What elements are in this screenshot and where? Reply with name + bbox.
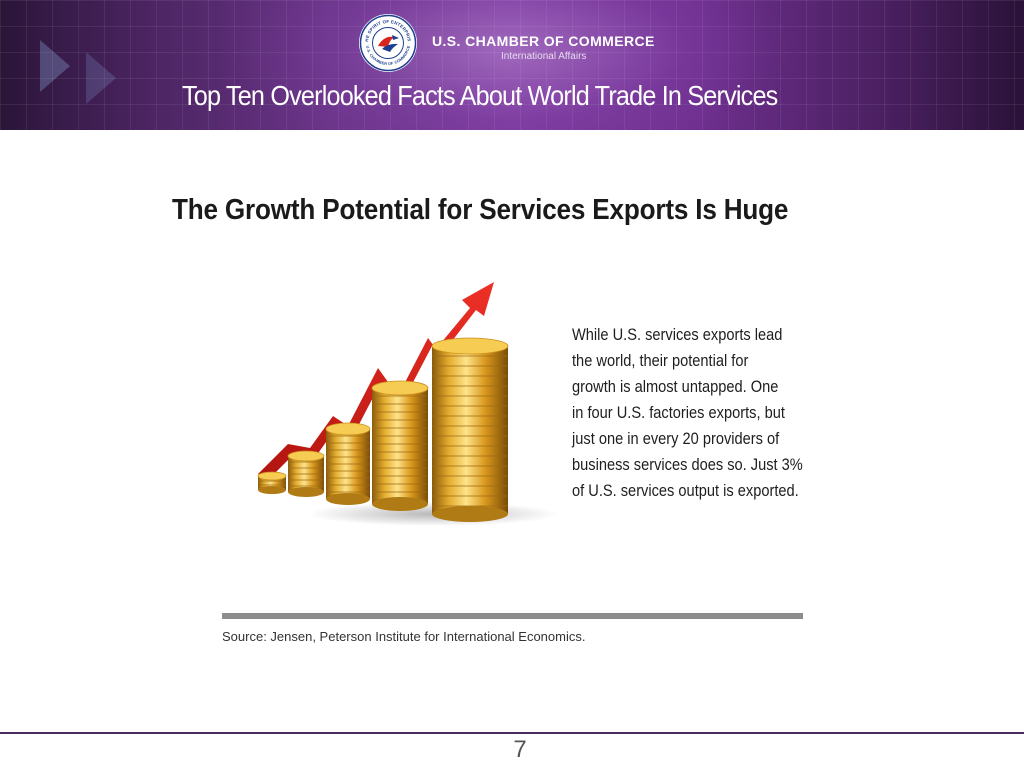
rising-coin-stacks-illustration (257, 282, 558, 526)
footer-divider (0, 732, 1024, 734)
body-line: growth is almost untapped. One (572, 377, 779, 396)
banner-arrow-decoration (40, 40, 70, 92)
coin-stack-2 (287, 450, 325, 497)
page-number: 7 (513, 736, 527, 763)
red-arrow (258, 282, 494, 480)
coin-stack-1 (257, 471, 287, 494)
banner-glow (230, 0, 790, 130)
body-line: business services does so. Just 3% (572, 455, 803, 474)
header-banner: THE SPIRIT OF ENTERPRISE U.S. CHAMBER OF… (0, 0, 1024, 130)
coin-stack-4 (371, 380, 429, 511)
banner-grid-pattern (0, 0, 1024, 130)
source-note: Source: Jensen, Peterson Institute for I… (222, 629, 586, 644)
body-line: the world, their potential for (572, 351, 749, 370)
org-subtitle: International Affairs (501, 51, 587, 62)
org-name: U.S. CHAMBER OF COMMERCE (432, 33, 655, 49)
slide-heading: The Growth Potential for Services Export… (172, 194, 789, 226)
coin-stack-3 (325, 422, 371, 505)
banner-arrow-decoration (86, 52, 116, 104)
body-paragraph: While U.S. services exports lead the wor… (572, 322, 803, 504)
body-line: While U.S. services exports lead (572, 325, 783, 344)
body-line: of U.S. services output is exported. (572, 481, 799, 500)
deck-title: Top Ten Overlooked Facts About World Tra… (182, 80, 778, 111)
source-divider (222, 613, 803, 619)
body-line: just one in every 20 providers of (572, 429, 780, 448)
body-line: in four U.S. factories exports, but (572, 403, 785, 422)
chamber-seal-icon: THE SPIRIT OF ENTERPRISE U.S. CHAMBER OF… (358, 13, 417, 72)
coin-stack-5 (431, 337, 509, 522)
